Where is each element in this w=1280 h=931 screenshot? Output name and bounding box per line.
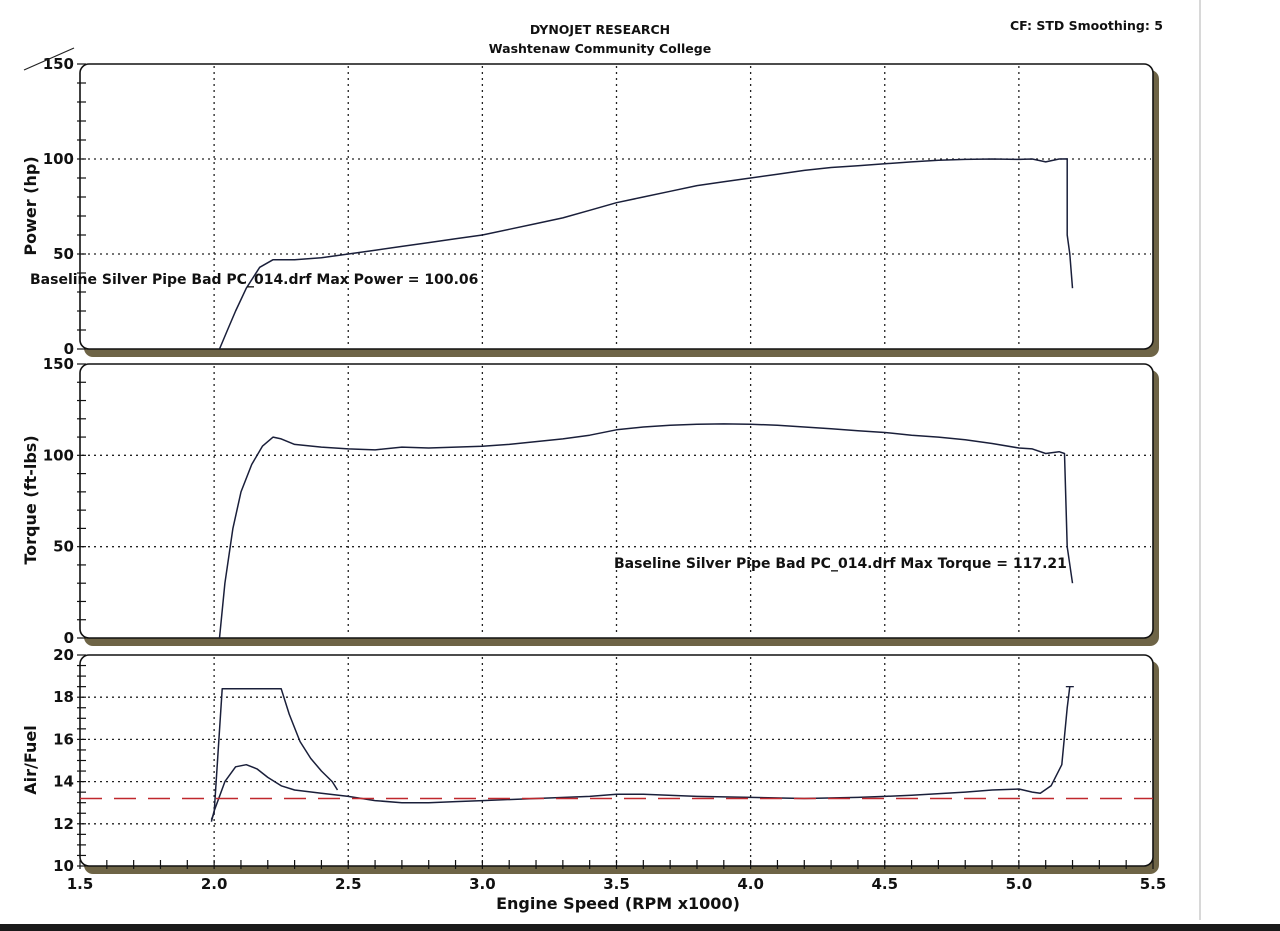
plot-area xyxy=(79,363,1154,639)
x-tick-label: 5.0 xyxy=(1006,875,1033,893)
y-tick-label: 18 xyxy=(53,688,74,706)
torque-panel: 0 50 100 150 Torque (ft-lbs) Baseline Silver … xyxy=(21,355,1159,647)
y-tick-label: 100 xyxy=(43,446,74,464)
pen-mark xyxy=(23,47,75,71)
gridlines xyxy=(82,657,1151,864)
y-tick-label: 0 xyxy=(64,340,74,358)
x-tick-label: 4.5 xyxy=(871,875,898,893)
x-tick-label: 3.0 xyxy=(469,875,496,893)
y-tick-label: 50 xyxy=(53,245,74,263)
y-tick-label: 150 xyxy=(43,355,74,373)
y-tick-label: 20 xyxy=(53,646,74,664)
y-axis-title: Torque (ft-lbs) xyxy=(21,435,40,564)
y-tick-label: 14 xyxy=(53,773,74,791)
data-curve xyxy=(218,423,1074,639)
y-tick-label: 10 xyxy=(53,857,74,875)
data-curve xyxy=(210,688,339,820)
max-value-annotation: Baseline Silver Pipe Bad PC_014.drf Max … xyxy=(614,556,1067,572)
x-tick-label: 1.5 xyxy=(67,875,94,893)
scanned-page-edge xyxy=(1199,0,1201,920)
x-tick-label: 2.0 xyxy=(201,875,228,893)
x-tick-label: 5.5 xyxy=(1140,875,1167,893)
x-axis-title: Engine Speed (RPM x1000) xyxy=(496,894,740,913)
data-curve xyxy=(210,686,1071,822)
chart-subtitle: Washtenaw Community College xyxy=(488,41,712,56)
y-tick-label: 150 xyxy=(43,55,74,73)
power-panel: 0 50 100 150 Power (hp) Baseline Silver Pipe … xyxy=(21,55,1159,358)
y-tick-label: 100 xyxy=(43,150,74,168)
gridlines xyxy=(82,366,1151,636)
scanned-page-bottom-border xyxy=(0,924,1280,931)
x-tick-label: 2.5 xyxy=(335,875,362,893)
data-curve xyxy=(218,158,1074,350)
x-tick-label: 4.0 xyxy=(737,875,764,893)
max-value-annotation: Baseline Silver Pipe Bad PC_014.drf Max … xyxy=(30,272,478,288)
chart-title: DYNOJET RESEARCH xyxy=(529,22,671,37)
air-fuel-panel: 10 12 14 16 18 20 Air/Fuel 1.5 2.0 2.5 3.0 3.5 4.0 4.… xyxy=(21,646,1166,913)
x-tick-label: 3.5 xyxy=(603,875,630,893)
y-axis-title: Power (hp) xyxy=(21,156,40,255)
correction-factor-info: CF: STD Smoothing: 5 xyxy=(1010,18,1163,33)
y-tick-label: 0 xyxy=(64,629,74,647)
y-tick-label: 16 xyxy=(53,730,74,748)
y-tick-label: 12 xyxy=(53,815,74,833)
gridlines xyxy=(82,66,1151,347)
y-tick-label: 50 xyxy=(53,538,74,556)
y-axis-title: Air/Fuel xyxy=(21,725,40,794)
